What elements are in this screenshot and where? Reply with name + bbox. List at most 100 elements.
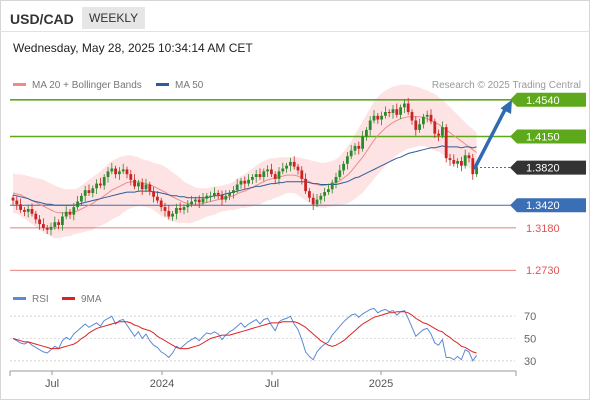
candle-body [133, 179, 136, 187]
candle-body [357, 145, 361, 149]
candle-body [19, 204, 22, 210]
candle-body [425, 114, 429, 117]
level-tag-pivot [510, 198, 586, 213]
candle-body [395, 109, 399, 115]
candle-body [209, 195, 212, 197]
candle-body [11, 197, 15, 201]
candle-body [463, 155, 467, 166]
projection-arrow-shaft [473, 104, 509, 170]
level-label-1-4150: 1.4150 [526, 132, 560, 144]
legend-ma20-label: MA 20 + Bollinger Bands [32, 80, 142, 91]
9ma-swatch-icon [62, 296, 75, 300]
candle-body [61, 216, 64, 226]
candle-body [102, 176, 106, 186]
candle-body [251, 176, 254, 180]
candle-body [281, 168, 285, 172]
candle-body [349, 150, 353, 157]
candle-body [292, 161, 296, 167]
candle-body [23, 209, 26, 212]
candle-body [213, 193, 216, 196]
candle-body [311, 197, 315, 205]
candle-body [159, 200, 163, 208]
candle-body [422, 116, 425, 125]
research-credit: Research © 2025 Trading Central [431, 80, 581, 91]
candle-body [247, 179, 250, 184]
candle-body [376, 115, 380, 120]
candle-body [99, 183, 102, 186]
candle-body [64, 211, 68, 217]
candle-body [327, 189, 330, 193]
rsi-tick-label: 50 [524, 334, 536, 346]
candle-body [346, 156, 349, 164]
candle-body [330, 182, 334, 190]
candle-body [118, 171, 121, 175]
candle-body [444, 127, 448, 159]
candle-body [228, 193, 231, 196]
candle-body [414, 120, 418, 130]
candle-body [391, 109, 395, 113]
candle-body [49, 226, 53, 230]
candle-body [368, 120, 372, 130]
candle-body [83, 190, 87, 196]
legend-rsi-label: RSI [32, 294, 49, 305]
rsi-tick-label: 30 [524, 356, 536, 368]
candle-body [262, 171, 266, 177]
candle-body [163, 207, 167, 211]
candle-body [342, 163, 345, 171]
candle-body [448, 158, 452, 161]
candle-body [15, 200, 19, 205]
candle-body [53, 222, 57, 227]
candle-body [30, 209, 34, 214]
candle-body [254, 174, 258, 177]
candle-body [273, 174, 277, 179]
candle-body [410, 112, 414, 121]
candle-body [399, 107, 402, 115]
x-tick-label: Jul [45, 378, 59, 390]
candle-body [467, 155, 471, 159]
legend-rsi: RSI [13, 294, 49, 305]
candle-body [296, 166, 300, 171]
projection-arrow-head [500, 99, 512, 115]
candle-body [232, 190, 235, 194]
candle-body [452, 160, 456, 164]
timestamp: Wednesday, May 28, 2025 10:34:14 AM CET [13, 41, 253, 55]
candle-body [80, 195, 83, 202]
level-tag-current [510, 160, 586, 175]
candle-body [277, 171, 281, 179]
ma20-swatch-icon [13, 82, 26, 86]
candle-body [266, 169, 269, 172]
legend-9ma: 9MA [62, 294, 102, 305]
candle-body [308, 191, 311, 198]
candle-body [441, 127, 444, 136]
level-label-1-3820: 1.3820 [526, 163, 560, 175]
candle-body [144, 184, 148, 190]
candle-body [121, 169, 125, 172]
candle-body [475, 167, 478, 175]
candle-body [38, 219, 41, 225]
ma20-line [12, 116, 477, 214]
candle-body [45, 227, 49, 230]
candle-body [201, 198, 205, 203]
candle-body [194, 199, 197, 202]
candle-body [471, 158, 475, 175]
candle-body [68, 211, 72, 215]
candle-body [182, 207, 186, 210]
bollinger-band [13, 84, 477, 239]
level-label-1-2730: 1.2730 [526, 265, 560, 277]
candle-body [34, 213, 38, 220]
candle-body [224, 195, 228, 200]
candle-body [334, 176, 338, 183]
candle-body [190, 201, 193, 205]
candle-body [437, 133, 440, 136]
candle-body [243, 180, 247, 184]
candle-body [456, 160, 459, 164]
candle-body [372, 115, 376, 121]
candle-body [319, 195, 323, 200]
candle-body [387, 112, 391, 114]
candle-body [418, 124, 421, 130]
currency-pair-title: USD/CAD [10, 11, 74, 27]
level-label-1-3180: 1.3180 [526, 223, 560, 235]
candle-body [285, 165, 288, 169]
timeframe-badge[interactable]: WEEKLY [82, 7, 146, 29]
